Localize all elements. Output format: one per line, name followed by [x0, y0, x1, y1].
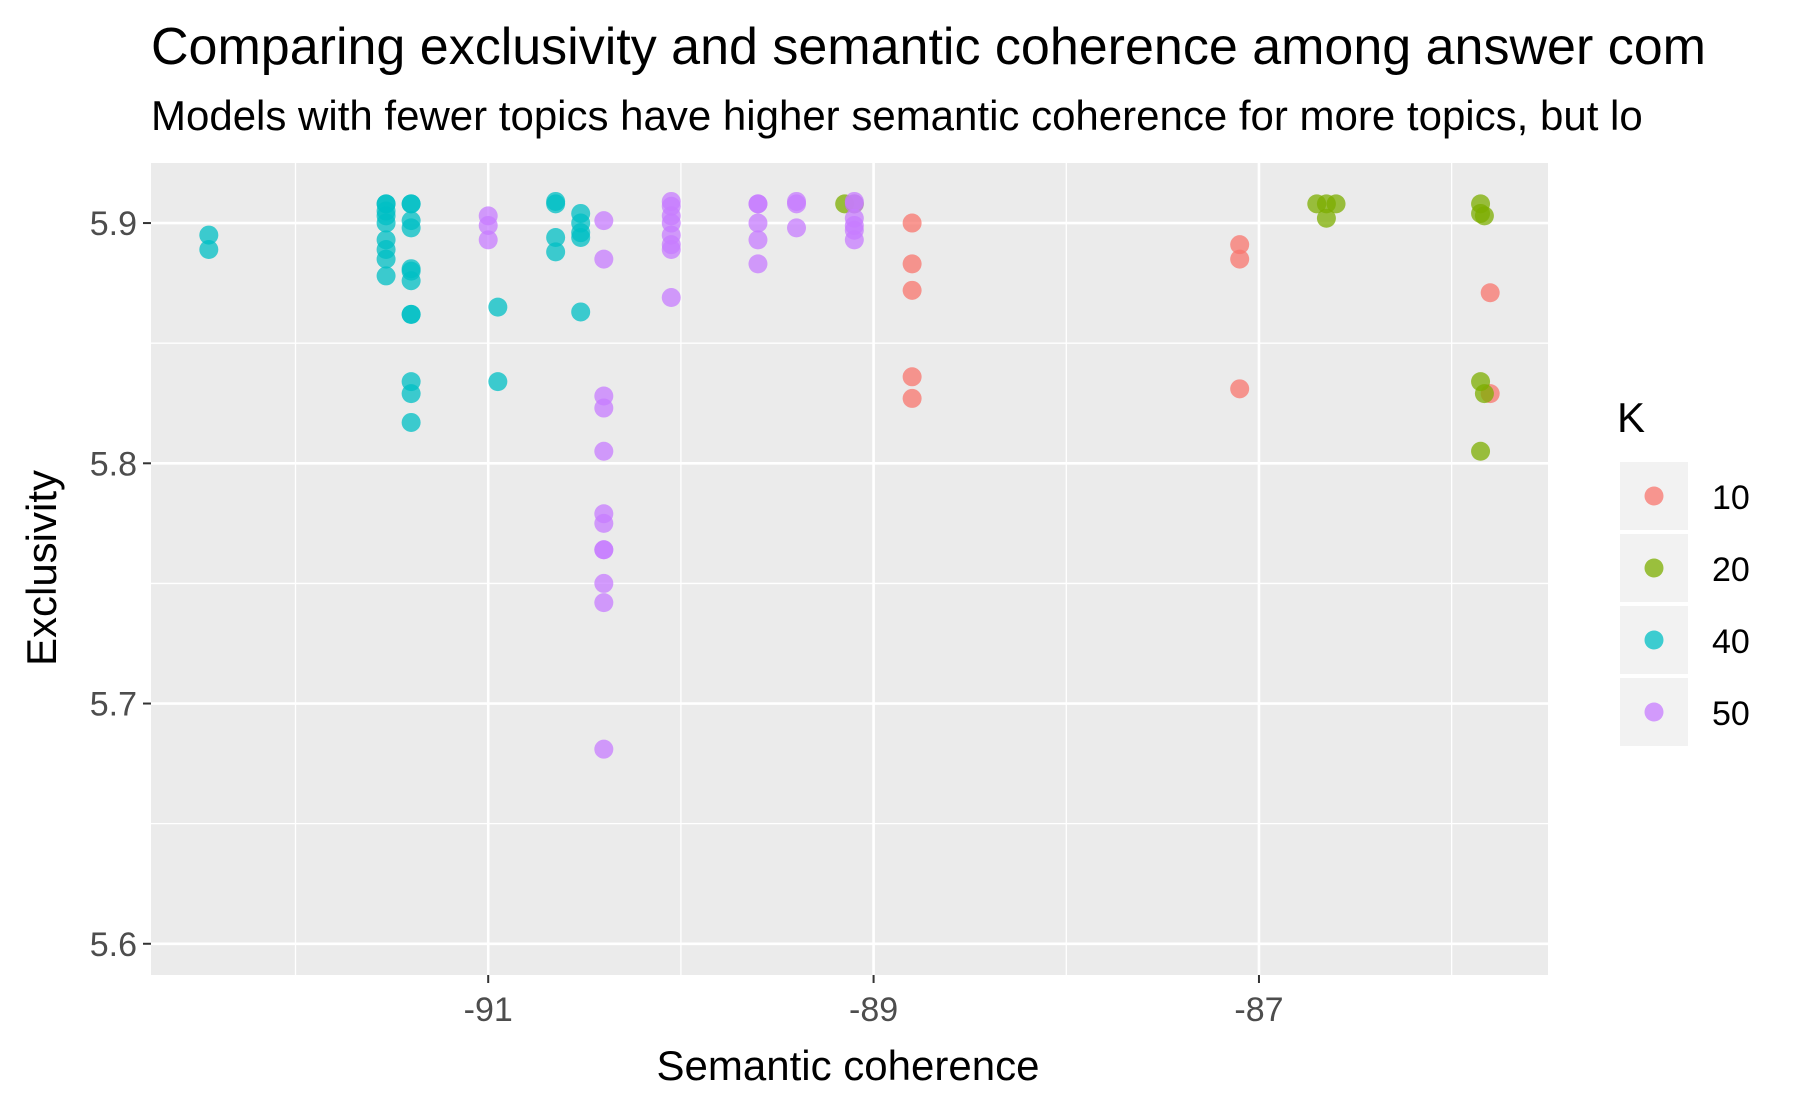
point-k40: [546, 242, 566, 262]
point-k50: [594, 249, 614, 269]
point-k50: [478, 215, 498, 235]
point-k40: [199, 239, 219, 259]
x-tick-label: -87: [1234, 991, 1283, 1029]
point-k10: [902, 388, 922, 408]
point-k50: [748, 194, 768, 214]
point-k10: [902, 254, 922, 274]
point-k20: [1471, 441, 1491, 461]
point-k40: [401, 194, 421, 214]
point-k40: [376, 266, 396, 286]
point-k50: [594, 513, 614, 533]
point-k50: [594, 593, 614, 613]
point-k50: [594, 211, 614, 231]
point-k50: [661, 288, 681, 308]
point-k20: [1326, 194, 1346, 214]
point-k50: [594, 573, 614, 593]
x-axis-title: Semantic coherence: [657, 1042, 1040, 1089]
point-k50: [748, 213, 768, 233]
point-k10: [902, 280, 922, 300]
y-tick-label: 5.6: [90, 926, 137, 964]
point-k40: [546, 227, 566, 247]
point-k40: [401, 271, 421, 291]
x-tick-label: -89: [849, 991, 898, 1029]
point-k10: [1480, 283, 1500, 303]
point-k40: [488, 297, 508, 317]
point-k40: [401, 304, 421, 324]
chart-title: Comparing exclusivity and semantic coher…: [151, 18, 1706, 76]
legend-label-k50: 50: [1712, 695, 1750, 733]
y-axis-title: Exclusivity: [18, 470, 65, 666]
x-tick-label: -91: [464, 991, 513, 1029]
point-k50: [594, 398, 614, 418]
x-axis-ticks: -91 -89 -87: [464, 975, 1284, 1029]
y-tick-label: 5.8: [90, 445, 137, 483]
point-k40: [401, 412, 421, 432]
legend-key-k40: [1644, 630, 1664, 650]
y-tick-label: 5.9: [90, 205, 137, 243]
point-k20: [1474, 206, 1494, 226]
point-k10: [1230, 249, 1250, 269]
point-k40: [571, 227, 591, 247]
point-k50: [478, 230, 498, 250]
point-k40: [401, 384, 421, 404]
legend-label-k20: 20: [1712, 551, 1750, 589]
point-k40: [376, 249, 396, 269]
point-k10: [1230, 235, 1250, 255]
point-k50: [844, 194, 864, 214]
legend: 10 20 40 50: [1620, 462, 1750, 746]
point-k10: [902, 213, 922, 233]
legend-key-k50: [1644, 702, 1664, 722]
point-k50: [787, 218, 807, 238]
point-k20: [1316, 208, 1336, 228]
y-axis-ticks: 5.6 5.7 5.8 5.9: [90, 205, 151, 964]
point-k50: [748, 254, 768, 274]
legend-title: K: [1617, 394, 1645, 441]
point-k40: [488, 372, 508, 392]
point-k40: [401, 218, 421, 238]
legend-label-k10: 10: [1712, 479, 1750, 517]
point-k50: [787, 194, 807, 214]
point-k10: [902, 367, 922, 387]
point-k50: [594, 441, 614, 461]
point-k20: [1474, 384, 1494, 404]
point-k50: [748, 230, 768, 250]
point-k10: [1230, 379, 1250, 399]
plot-panel: [151, 163, 1548, 975]
point-k50: [594, 540, 614, 560]
point-k50: [594, 739, 614, 759]
minor-gridlines: [151, 163, 1548, 975]
data-points: [199, 191, 1500, 759]
legend-key-k10: [1644, 486, 1664, 506]
point-k40: [199, 225, 219, 245]
y-tick-label: 5.7: [90, 686, 137, 724]
legend-label-k40: 40: [1712, 623, 1750, 661]
chart-subtitle: Models with fewer topics have higher sem…: [151, 92, 1643, 139]
point-k40: [571, 302, 591, 322]
point-k40: [376, 213, 396, 233]
legend-key-k20: [1644, 558, 1664, 578]
point-k50: [661, 239, 681, 259]
point-k40: [546, 194, 566, 214]
point-k50: [844, 230, 864, 250]
